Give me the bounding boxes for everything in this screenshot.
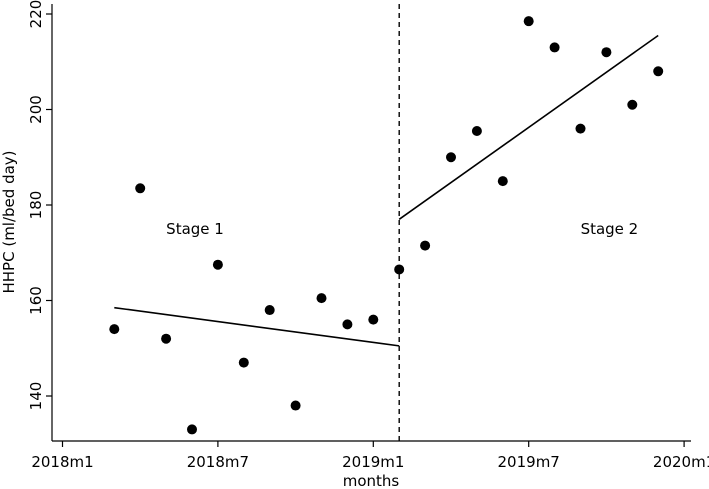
data-point (549, 42, 560, 53)
x-tick-label: 2018m7 (187, 453, 249, 471)
data-point (601, 47, 612, 58)
data-point (420, 240, 431, 251)
data-point (212, 259, 223, 270)
data-point (135, 183, 146, 194)
stage-label: Stage 2 (581, 220, 639, 238)
x-tick-label: 2019m1 (342, 453, 404, 471)
data-point (238, 357, 249, 368)
data-points (109, 16, 664, 435)
data-point (653, 66, 664, 77)
data-point (575, 123, 586, 134)
data-point (264, 305, 275, 316)
data-point (471, 125, 482, 136)
trend-line-stage-1-fit (114, 306, 400, 347)
trend-line-stage-2-fit (398, 34, 659, 220)
y-tick-label: 140 (27, 382, 45, 411)
data-point (394, 264, 405, 275)
trend-lines (114, 34, 659, 347)
data-point (161, 333, 172, 344)
stage-label: Stage 1 (166, 220, 224, 238)
y-tick-label: 220 (27, 0, 45, 28)
data-point (523, 16, 534, 27)
y-tick-label: 180 (27, 191, 45, 220)
x-tick-label: 2018m1 (31, 453, 93, 471)
y-axis-title: HHPC (ml/bed day) (0, 150, 18, 293)
y-axis-ticks: 140 160 180 200 220 (27, 0, 52, 410)
x-axis-ticks: 2018m1 2018m7 2019m1 2019m7 2020m1 (31, 441, 709, 471)
data-point (446, 152, 456, 163)
x-tick-label: 2020m1 (653, 453, 709, 471)
data-point (187, 424, 197, 435)
y-tick-label: 160 (27, 286, 45, 315)
data-point (290, 400, 301, 411)
x-tick-label: 2019m7 (498, 453, 560, 471)
data-point (368, 314, 379, 325)
data-point (109, 324, 120, 335)
x-axis-title: months (343, 472, 400, 489)
y-tick-label: 200 (27, 95, 45, 124)
data-point (316, 293, 327, 304)
data-point (342, 319, 353, 330)
data-point (497, 176, 508, 187)
stage-annotations: Stage 1 Stage 2 (166, 220, 638, 238)
data-point (627, 99, 638, 110)
